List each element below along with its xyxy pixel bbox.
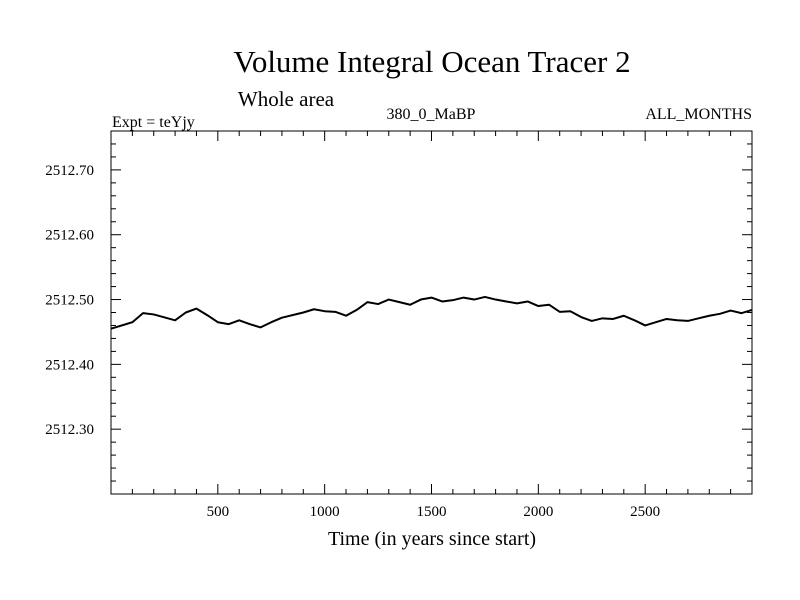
y-tick-label: 2512.60 <box>45 228 94 244</box>
x-tick-label: 1500 <box>417 504 447 520</box>
header-right: ALL_MONTHS <box>645 106 752 123</box>
x-tick-label: 2500 <box>630 504 660 520</box>
tick-labels: 500 1000 1500 2000 2500 2512.30 2512.40 2512.50… <box>45 163 660 520</box>
x-tick-label: 2000 <box>523 504 553 520</box>
x-tick-label: 500 <box>207 504 230 520</box>
y-tick-label: 2512.70 <box>45 163 94 179</box>
chart-title: Volume Integral Ocean Tracer 2 <box>233 44 630 79</box>
header-left: Expt = teYjy <box>112 114 195 131</box>
y-tick-label: 2512.40 <box>45 357 94 373</box>
chart-subtitle: Whole area <box>238 87 335 111</box>
series-line <box>110 295 753 330</box>
y-tick-label: 2512.30 <box>45 422 94 438</box>
header-center: 380_0_MaBP <box>387 106 476 123</box>
y-tick-label: 2512.50 <box>45 293 94 309</box>
plot-area: 500 1000 1500 2000 2500 2512.30 2512.40 2512.50… <box>45 130 753 520</box>
x-tick-label: 1000 <box>310 504 340 520</box>
series-layer <box>110 295 753 330</box>
major-ticks <box>111 131 752 494</box>
x-axis-label: Time (in years since start) <box>328 528 536 550</box>
minor-ticks <box>111 131 752 494</box>
plot-frame <box>110 130 753 495</box>
